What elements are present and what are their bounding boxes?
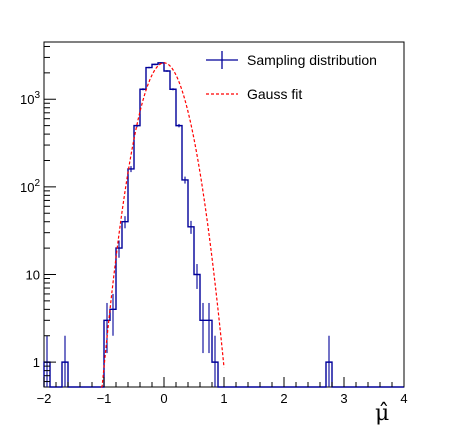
x-tick-label: 1: [220, 391, 227, 406]
x-tick-label: 0: [160, 391, 167, 406]
legend-entry-sampling: Sampling distribution: [206, 51, 377, 69]
x-tick-label: 3: [340, 391, 347, 406]
gauss-fit-curve: [101, 62, 225, 388]
x-tick-label: 4: [400, 391, 407, 406]
x-tick-label: −1: [97, 391, 112, 406]
y-tick-label: 102: [20, 178, 40, 195]
legend-label-gauss: Gauss fit: [247, 86, 302, 102]
legend-label-sampling: Sampling distribution: [247, 52, 377, 68]
x-tick-label: −2: [37, 391, 52, 406]
legend: Sampling distribution Gauss fit: [206, 51, 377, 102]
histogram-step-line: [43, 62, 404, 388]
y-tick-label: 103: [20, 90, 40, 107]
x-axis-ticks: −2 −1 0 1 2 3 4: [37, 377, 408, 406]
y-tick-label: 10: [26, 267, 40, 282]
histogram-steps: [43, 62, 404, 388]
x-tick-label: 2: [280, 391, 287, 406]
legend-entry-gauss: Gauss fit: [206, 86, 302, 102]
x-axis-label: μ̂: [375, 401, 389, 426]
y-axis-ticks: 1 10 102 103: [20, 45, 56, 383]
y-tick-label: 1: [33, 355, 40, 370]
